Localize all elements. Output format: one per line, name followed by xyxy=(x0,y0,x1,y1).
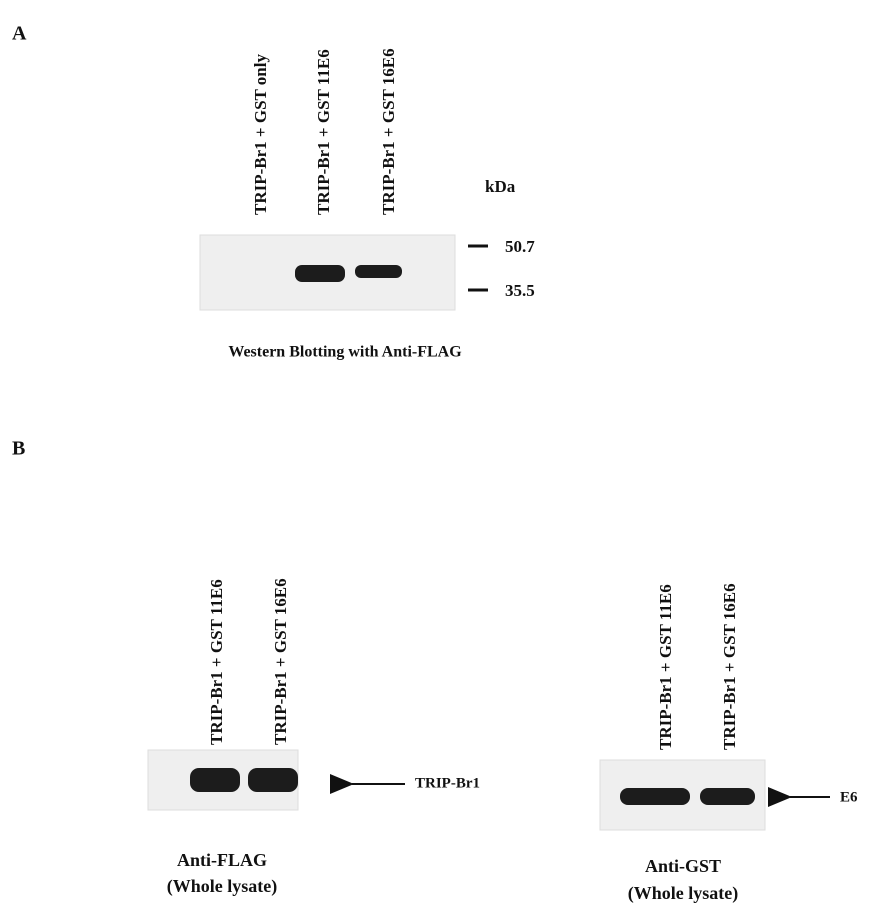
lane-label: TRIP-Br1 + GST 11E6 xyxy=(207,579,226,745)
caption: (Whole lysate) xyxy=(167,876,277,897)
band-label: E6 xyxy=(840,789,858,805)
marker-label: 35.5 xyxy=(505,281,535,300)
caption: Anti-FLAG xyxy=(177,850,267,870)
band xyxy=(190,768,240,792)
lane-label: TRIP-Br1 + GST only xyxy=(251,54,270,215)
lane-label: TRIP-Br1 + GST 11E6 xyxy=(314,49,333,215)
marker-label: 50.7 xyxy=(505,237,535,256)
lane-label: TRIP-Br1 + GST 16E6 xyxy=(379,48,398,215)
band xyxy=(355,265,402,278)
band xyxy=(248,768,298,792)
band-label: TRIP-Br1 xyxy=(415,775,480,791)
band xyxy=(620,788,690,805)
panel-label: B xyxy=(12,438,25,460)
figure: A TRIP-Br1 + GST only TRIP-Br1 + GST 11E… xyxy=(0,0,869,916)
lane-label: TRIP-Br1 + GST 16E6 xyxy=(271,578,290,745)
panel-label: A xyxy=(12,23,27,45)
band xyxy=(700,788,755,805)
lane-label: TRIP-Br1 + GST 11E6 xyxy=(656,584,675,750)
unit-label: kDa xyxy=(485,177,516,196)
caption: Anti-GST xyxy=(645,856,721,876)
band xyxy=(295,265,345,282)
lane-label: TRIP-Br1 + GST 16E6 xyxy=(720,583,739,750)
caption: Western Blotting with Anti-FLAG xyxy=(228,344,462,361)
caption: (Whole lysate) xyxy=(628,883,738,904)
